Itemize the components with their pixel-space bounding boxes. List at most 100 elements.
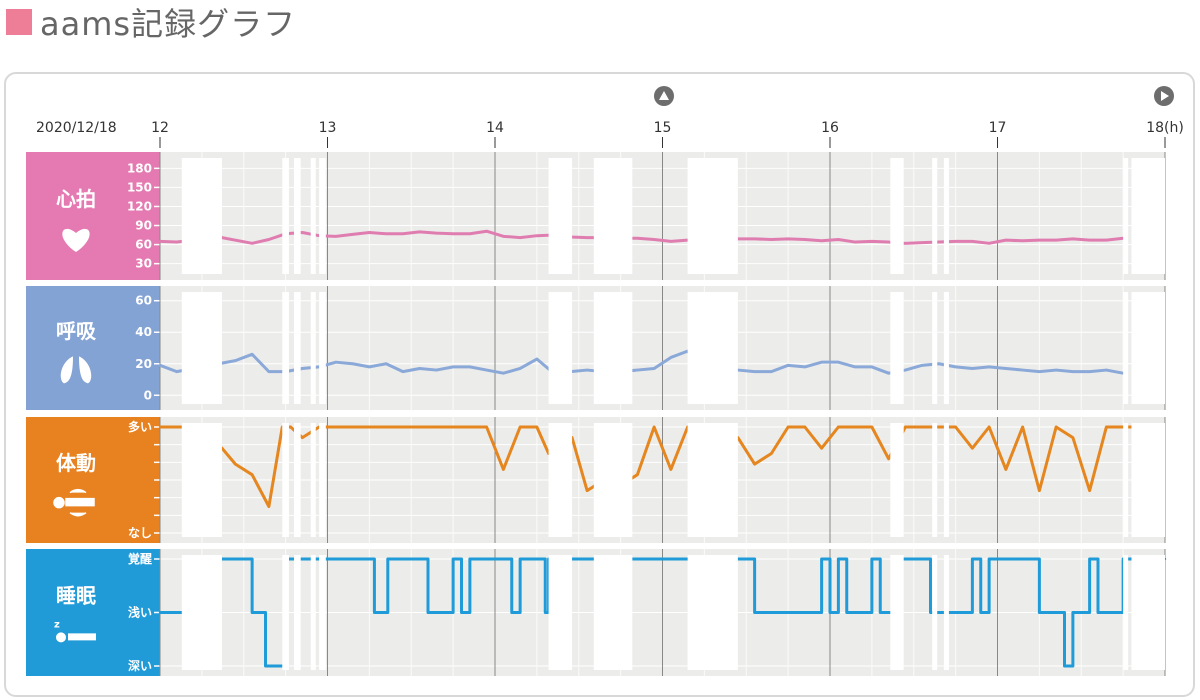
data-point-heart (535, 234, 539, 237)
data-point-breath (803, 365, 807, 369)
no-data-gap (294, 423, 301, 537)
data-point-motion (636, 473, 639, 476)
data-point-sleep (493, 557, 497, 561)
data-point-sleep (535, 557, 539, 561)
no-data-gap (1123, 158, 1129, 274)
data-point-motion (334, 425, 338, 429)
data-point-motion (289, 425, 292, 429)
no-data-gap (593, 158, 633, 274)
data-point-breath (158, 364, 162, 367)
x-tick-label: 14 (486, 120, 504, 136)
no-data-gap (1131, 292, 1165, 404)
data-point-sleep (1063, 664, 1066, 668)
data-point-heart (669, 240, 673, 243)
data-point-sleep (544, 611, 547, 614)
data-point-heart (820, 239, 823, 242)
data-point-heart (1038, 238, 1041, 242)
data-point-sleep (234, 557, 237, 561)
data-point-heart (1054, 238, 1058, 242)
no-data-gap (310, 555, 316, 670)
data-point-sleep (468, 557, 472, 561)
data-point-breath (334, 360, 338, 364)
data-point-motion (351, 425, 354, 429)
data-point-motion (451, 425, 455, 429)
y-tick-label: 150 (127, 180, 152, 194)
no-data-gap (548, 423, 573, 537)
y-tick-label: 浅い (128, 605, 152, 620)
no-data-gap (181, 555, 222, 670)
x-tick-label: 18(h) (1146, 120, 1184, 136)
data-point-motion (837, 425, 840, 429)
data-point-heart (887, 240, 890, 244)
no-data-gap (890, 555, 904, 670)
data-point-heart (1021, 239, 1024, 242)
data-point-motion (368, 425, 371, 429)
data-point-motion (468, 425, 472, 429)
data-point-breath (451, 365, 455, 369)
data-point-heart (334, 235, 338, 238)
data-point-motion (954, 425, 957, 429)
data-point-sleep (987, 557, 991, 561)
no-data-gap (593, 555, 633, 670)
page-header: aams記録グラフ (6, 2, 296, 43)
no-data-gap (943, 292, 949, 404)
triangle-right-circle-icon[interactable] (1154, 86, 1174, 106)
triangle-up-circle-icon[interactable] (654, 86, 674, 106)
data-point-breath (250, 353, 254, 356)
no-data-gap (282, 292, 289, 404)
data-point-breath (652, 367, 656, 370)
data-point-breath (435, 368, 438, 372)
data-point-motion (853, 425, 857, 429)
heart-icon (62, 228, 90, 253)
data-point-sleep (1096, 611, 1100, 614)
data-point-motion (267, 505, 271, 508)
data-point-sleep (426, 611, 430, 614)
data-point-sleep (879, 611, 882, 614)
data-point-heart (920, 241, 924, 244)
data-point-breath (234, 359, 237, 362)
data-point-motion (820, 447, 823, 450)
no-data-gap (890, 423, 904, 537)
y-tick-label: 覚醒 (128, 551, 152, 566)
data-point-sleep (373, 611, 376, 614)
data-point-breath (351, 362, 354, 365)
data-point-heart (158, 240, 162, 243)
data-point-motion (937, 425, 941, 429)
data-point-motion (770, 452, 773, 455)
data-point-sleep (359, 557, 363, 561)
data-point-motion (669, 468, 673, 471)
data-point-breath (502, 372, 505, 375)
data-point-motion (535, 425, 539, 429)
y-tick-label: 多い (128, 419, 152, 434)
data-point-heart (435, 231, 438, 235)
no-data-gap (1123, 555, 1129, 670)
data-point-sleep (661, 557, 664, 561)
no-data-gap (1131, 555, 1165, 670)
data-point-sleep (1071, 611, 1075, 614)
no-data-gap (593, 423, 633, 537)
data-point-motion (870, 425, 874, 429)
data-point-heart (803, 238, 807, 241)
data-point-motion (384, 425, 388, 429)
data-point-motion (887, 457, 890, 460)
no-data-gap (687, 555, 738, 670)
data-point-sleep (158, 611, 162, 614)
data-point-heart (585, 236, 589, 239)
data-point-motion (1071, 436, 1075, 439)
data-point-sleep (954, 611, 957, 614)
data-point-motion (652, 425, 656, 429)
chart-panel: 2020/12/18 12 13 14 15 16 17 18(h) 心拍 180 150 120 90… (4, 72, 1195, 697)
data-point-sleep (837, 557, 840, 561)
data-point-sleep (979, 611, 982, 614)
lungs-icon (60, 356, 92, 384)
no-data-gap (932, 555, 938, 670)
data-point-motion (1088, 489, 1091, 492)
y-tick-label: 60 (135, 238, 152, 252)
data-point-sleep (971, 557, 974, 561)
no-data-gap (890, 292, 904, 404)
data-point-heart (987, 242, 991, 245)
y-tick-label: 90 (135, 219, 152, 233)
data-point-heart (1105, 238, 1108, 242)
no-data-gap (932, 423, 938, 537)
data-point-motion (753, 462, 756, 466)
